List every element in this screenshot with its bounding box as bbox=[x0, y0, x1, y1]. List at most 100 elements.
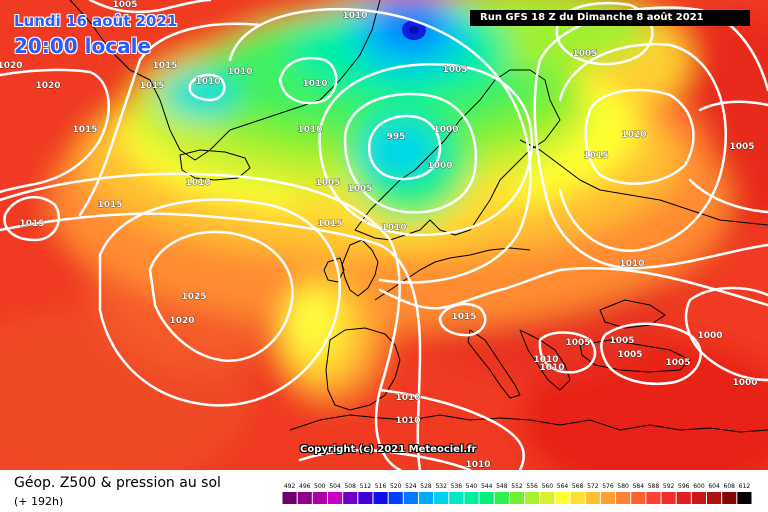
legend-tick-label: 520 bbox=[390, 483, 402, 490]
isobar-label: 1010 bbox=[227, 67, 252, 77]
isobar-label: 1015 bbox=[19, 219, 44, 229]
color-scale-legend: 492 496 500 504 508 512 516 520 524 528 532 536 540 5… bbox=[282, 483, 752, 504]
isobar-label: 1010 bbox=[297, 125, 322, 135]
isobar-label: 1010 bbox=[539, 363, 564, 373]
isobar-label: 1010 bbox=[185, 178, 210, 188]
isobar-label: 1020 bbox=[621, 130, 646, 140]
legend-tick-label: 584 bbox=[633, 483, 645, 490]
isobars bbox=[0, 0, 768, 470]
legend-tick-label: 524 bbox=[405, 483, 417, 490]
legend-swatch bbox=[540, 492, 555, 504]
isobar-label: 1020 bbox=[0, 61, 23, 71]
isobar-label: 1000 bbox=[427, 161, 452, 171]
isobar-label: 1010 bbox=[465, 460, 490, 470]
legend-swatch bbox=[691, 492, 707, 504]
isobar-label: 1015 bbox=[317, 219, 342, 229]
valid-date-title: Lundi 16 août 2021 bbox=[14, 12, 178, 30]
isobar-label: 1020 bbox=[35, 81, 60, 91]
run-info-banner: Run GFS 18 Z du Dimanche 8 août 2021 bbox=[470, 10, 750, 26]
z500-color-field bbox=[0, 0, 768, 470]
isobar-label: 1015 bbox=[583, 151, 608, 161]
isobar-label: 1010 bbox=[395, 393, 420, 403]
isobar-label: 1005 bbox=[112, 0, 137, 10]
isobar-label: 1025 bbox=[181, 292, 206, 302]
legend-tick-label: 508 bbox=[344, 483, 356, 490]
legend-swatch bbox=[312, 492, 327, 504]
legend-swatch bbox=[403, 492, 418, 504]
legend-tick-label: 532 bbox=[435, 483, 447, 490]
valid-time-title: 20:00 locale bbox=[14, 34, 151, 58]
isobar-label: 1010 bbox=[302, 79, 327, 89]
legend-swatch bbox=[585, 492, 600, 504]
legend-swatch bbox=[449, 492, 464, 504]
isobar-label: 1015 bbox=[152, 61, 177, 71]
legend-tick-label: 572 bbox=[587, 483, 599, 490]
isobar-label: 1005 bbox=[315, 178, 340, 188]
legend-tick-label: 588 bbox=[648, 483, 660, 490]
legend-swatch bbox=[525, 492, 540, 504]
legend-swatch bbox=[418, 492, 434, 504]
legend-swatch bbox=[570, 492, 585, 504]
legend-tick-label: 496 bbox=[299, 483, 311, 490]
legend-tick-label: 564 bbox=[557, 483, 569, 490]
legend-swatch bbox=[358, 492, 373, 504]
legend-tick-label: 536 bbox=[451, 483, 463, 490]
isobar-label: 1005 bbox=[565, 338, 590, 348]
isobar-label: 1015 bbox=[72, 125, 97, 135]
legend-tick-label: 568 bbox=[572, 483, 584, 490]
coastlines bbox=[69, 0, 768, 433]
legend-swatch bbox=[555, 492, 570, 504]
legend-tick-label: 556 bbox=[526, 483, 538, 490]
legend-tick-label: 516 bbox=[375, 483, 387, 490]
legend-swatch bbox=[509, 492, 525, 504]
legend-swatch bbox=[479, 492, 494, 504]
legend-tick-label: 612 bbox=[739, 483, 751, 490]
legend-tick-label: 504 bbox=[329, 483, 341, 490]
isobar-label: 1015 bbox=[451, 312, 476, 322]
isobar-label: 1020 bbox=[169, 316, 194, 326]
legend-tick-label: 560 bbox=[542, 483, 554, 490]
legend-tick-label: 600 bbox=[693, 483, 705, 490]
legend-swatch bbox=[661, 492, 676, 504]
legend-swatch bbox=[282, 492, 297, 504]
isobar-label: 1010 bbox=[395, 416, 420, 426]
legend-tick-label: 604 bbox=[708, 483, 720, 490]
isobar-label: 1005 bbox=[572, 49, 597, 59]
isobar-label: 1005 bbox=[609, 336, 634, 346]
legend-tick-label: 608 bbox=[724, 483, 736, 490]
forecast-lead-time: (+ 192h) bbox=[14, 495, 64, 508]
legend-swatch bbox=[737, 492, 752, 504]
map-footer: Géop. Z500 & pression au sol (+ 192h) 49… bbox=[0, 470, 768, 512]
legend-swatch bbox=[297, 492, 312, 504]
legend-tick-label: 500 bbox=[314, 483, 326, 490]
legend-swatch bbox=[327, 492, 343, 504]
isobar-label: 1010 bbox=[533, 355, 558, 365]
product-title: Géop. Z500 & pression au sol bbox=[14, 475, 221, 491]
isobar-label: 1015 bbox=[139, 81, 164, 91]
legend-tick-label: 576 bbox=[602, 483, 614, 490]
legend-swatch bbox=[373, 492, 388, 504]
legend-swatch bbox=[631, 492, 646, 504]
legend-swatch bbox=[464, 492, 479, 504]
legend-tick-label: 540 bbox=[466, 483, 478, 490]
isobar-label: 1015 bbox=[97, 200, 122, 210]
legend-swatch bbox=[707, 492, 722, 504]
isobar-label: 1010 bbox=[381, 223, 406, 233]
isobar-label: 1000 bbox=[697, 331, 722, 341]
copyright-notice: Copyright (c) 2021 Meteociel.fr bbox=[300, 444, 477, 455]
isobar-label: 1005 bbox=[729, 142, 754, 152]
isobar-label: 1005 bbox=[617, 350, 642, 360]
isobar-label: 1010 bbox=[342, 11, 367, 21]
legend-swatch bbox=[434, 492, 449, 504]
legend-swatch bbox=[600, 492, 616, 504]
legend-swatch bbox=[722, 492, 737, 504]
legend-tick-label: 544 bbox=[481, 483, 493, 490]
isobar-label: 1010 bbox=[619, 259, 644, 269]
legend-swatch bbox=[616, 492, 631, 504]
isobar-label: 1010 bbox=[195, 77, 220, 87]
legend-tick-label: 592 bbox=[663, 483, 675, 490]
legend-swatch bbox=[646, 492, 661, 504]
isobar-label: 1005 bbox=[347, 184, 372, 194]
